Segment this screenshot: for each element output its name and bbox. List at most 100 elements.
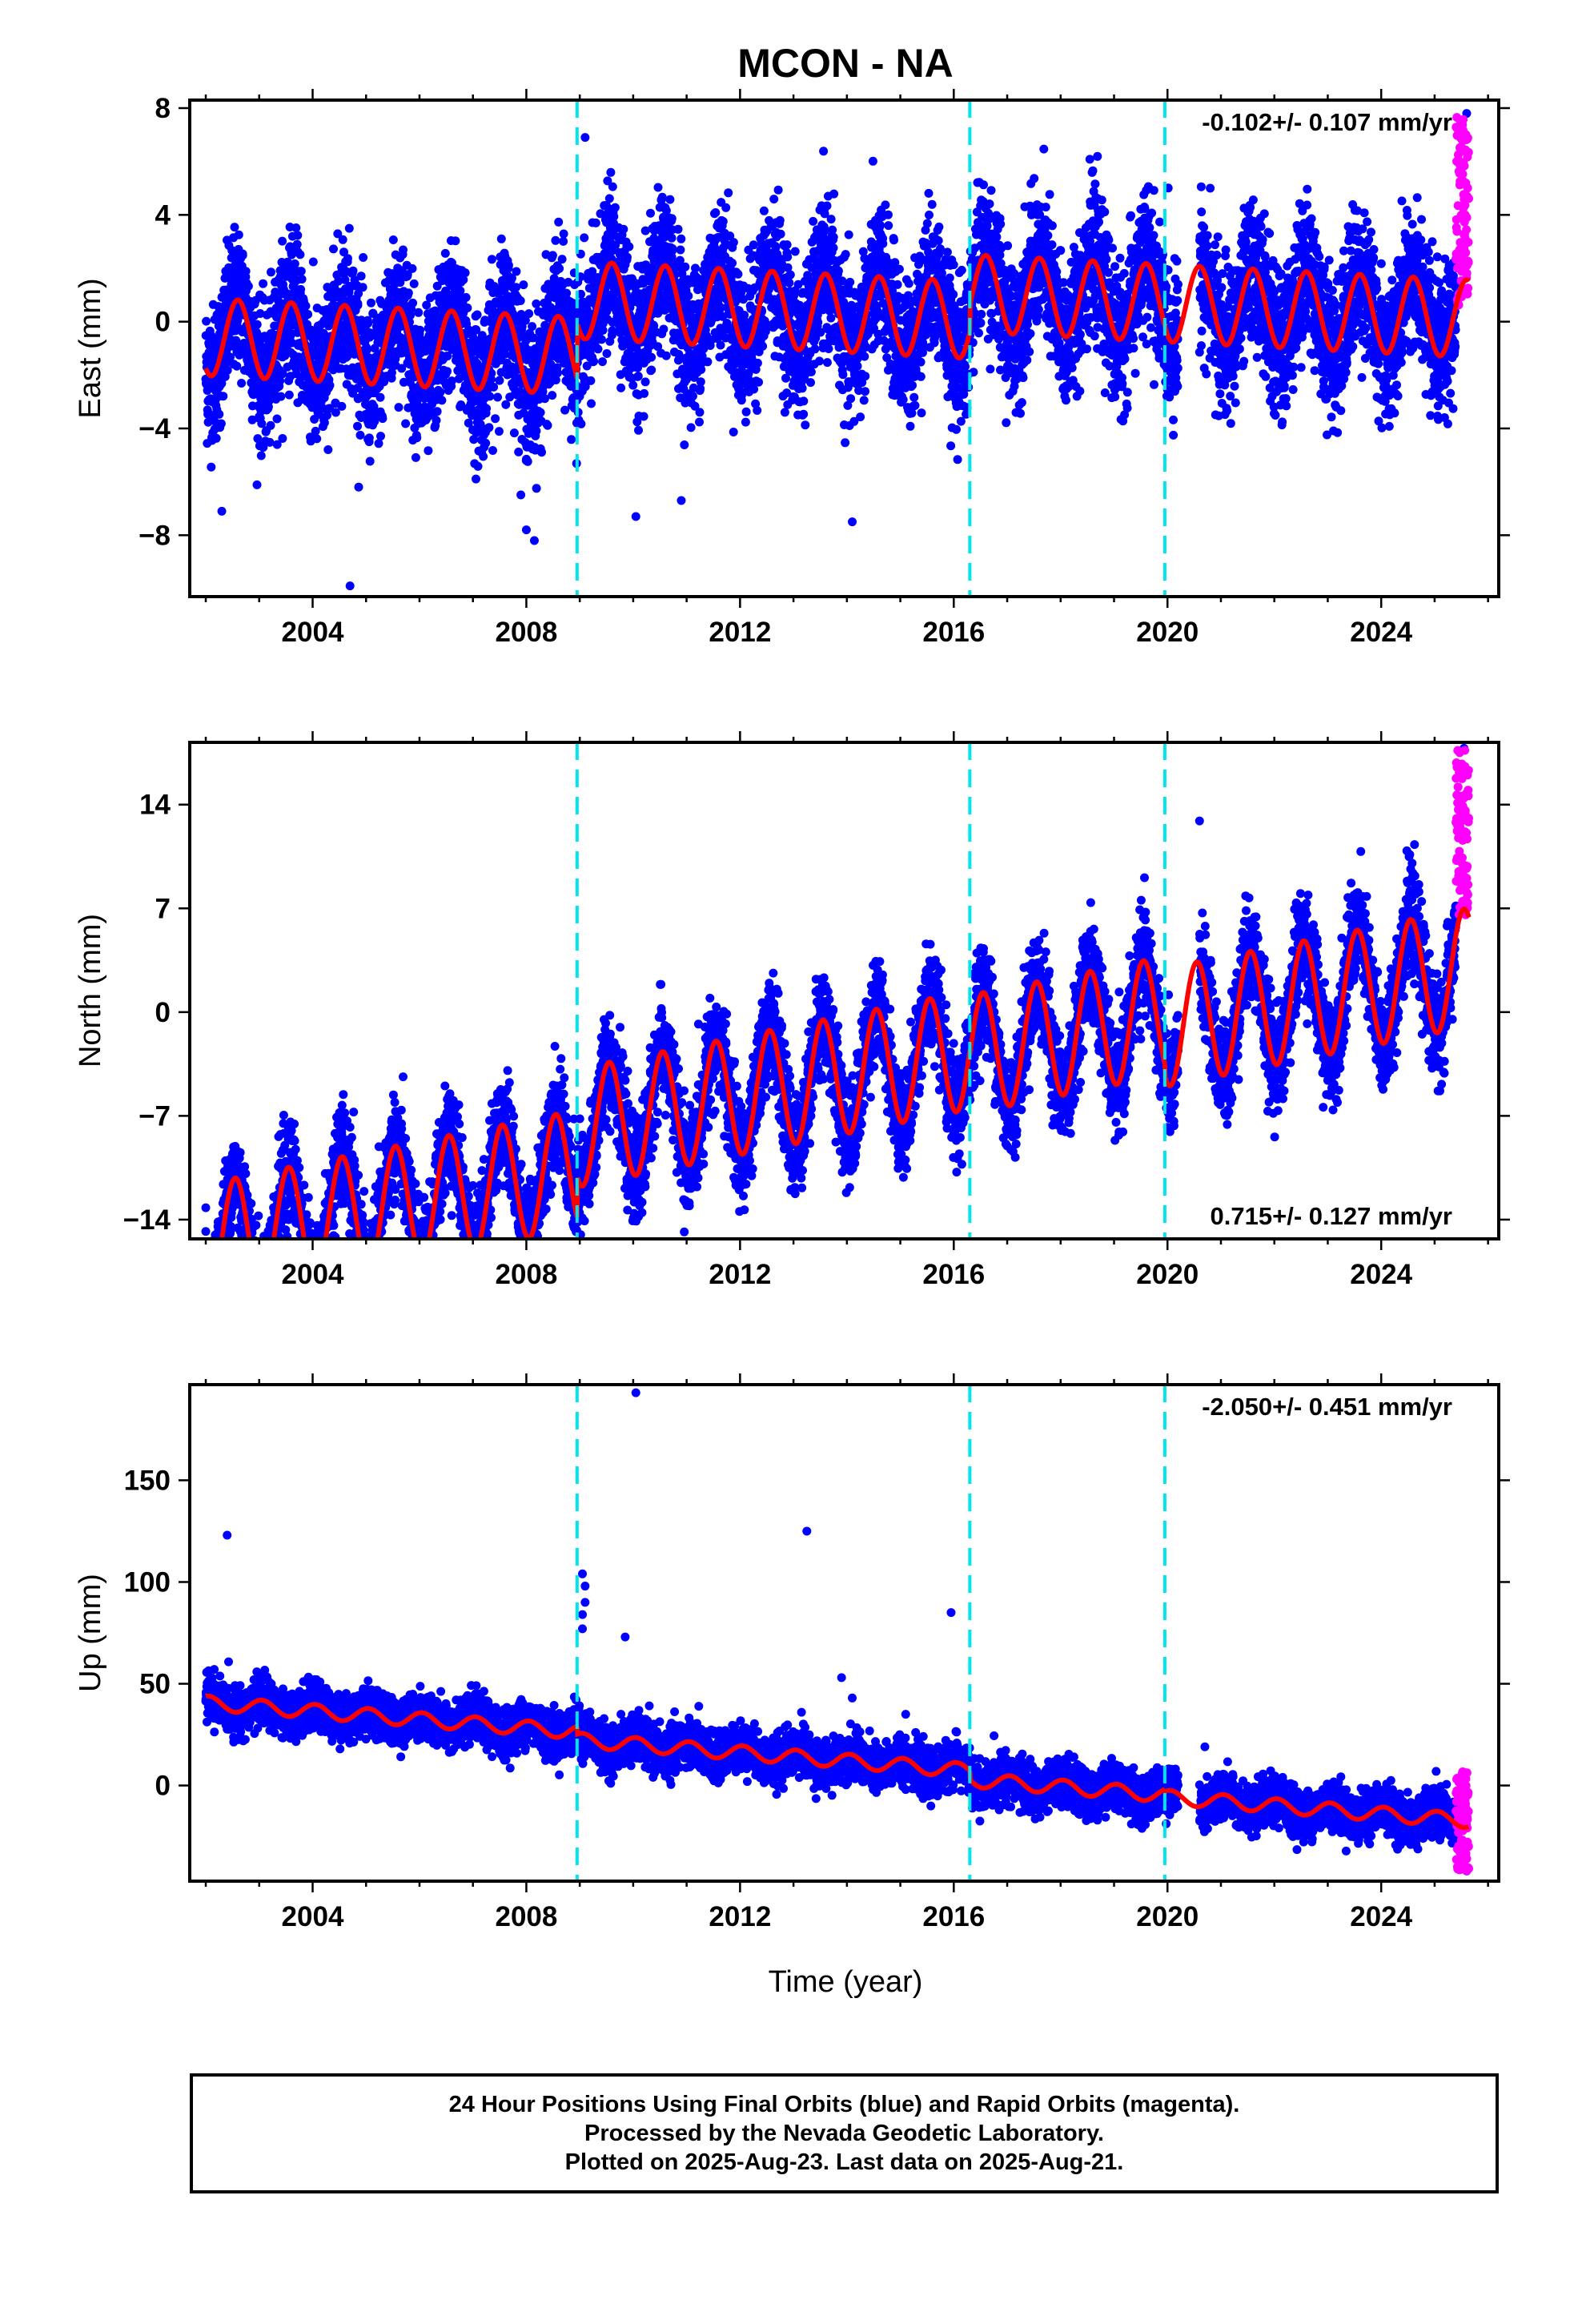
- final-orbit-point: [378, 414, 387, 424]
- final-orbit-point: [918, 348, 927, 357]
- final-orbit-point: [653, 183, 663, 192]
- final-orbit-point: [363, 319, 373, 328]
- final-orbit-point: [616, 383, 626, 392]
- final-orbit-point: [667, 233, 677, 243]
- final-orbit-point: [681, 262, 690, 271]
- final-orbit-point: [404, 288, 413, 298]
- final-orbit-point: [695, 417, 704, 427]
- final-orbit-point: [833, 266, 843, 275]
- final-orbit-point: [265, 437, 275, 447]
- final-orbit-point: [829, 232, 838, 242]
- final-orbit-point: [602, 349, 612, 358]
- final-orbit-point: [822, 358, 832, 368]
- final-orbit-point: [785, 278, 794, 287]
- final-orbit-point: [889, 235, 898, 245]
- final-orbit-point: [272, 440, 282, 449]
- final-orbit-point: [266, 420, 275, 430]
- final-orbit-point: [608, 326, 617, 336]
- final-orbit-point: [586, 376, 596, 385]
- final-orbit-point: [927, 199, 937, 209]
- final-orbit-point: [256, 451, 266, 460]
- final-orbit-point: [267, 267, 275, 277]
- final-orbit-points: [201, 109, 1473, 591]
- final-orbit-point: [554, 217, 564, 227]
- final-orbit-point: [432, 407, 442, 416]
- final-orbit-point: [301, 301, 311, 311]
- final-orbit-point: [238, 251, 247, 260]
- final-orbit-point: [278, 369, 287, 379]
- final-orbit-point: [472, 310, 482, 320]
- final-orbit-point: [883, 210, 893, 219]
- final-orbit-point: [608, 182, 617, 191]
- final-orbit-point: [661, 351, 671, 360]
- chart-title: MCON - NA: [737, 41, 953, 86]
- final-orbit-point: [753, 358, 762, 368]
- final-orbit-point: [809, 216, 818, 226]
- final-orbit-point: [829, 243, 838, 252]
- final-orbit-point: [619, 224, 628, 234]
- final-orbit-point: [259, 279, 268, 288]
- final-orbit-point: [647, 352, 656, 362]
- final-orbit-point: [308, 257, 318, 267]
- final-orbit-point: [388, 235, 398, 244]
- final-orbit-point: [749, 240, 758, 250]
- final-orbit-point: [925, 211, 934, 219]
- final-orbit-point: [230, 223, 239, 232]
- final-orbit-point: [904, 279, 913, 288]
- final-orbit-point: [567, 435, 576, 444]
- final-orbit-point: [414, 308, 424, 317]
- final-orbit-point: [801, 420, 810, 430]
- final-orbit-point: [207, 462, 216, 472]
- final-orbit-point: [677, 234, 686, 243]
- final-orbit-point: [243, 281, 253, 291]
- final-orbit-point: [278, 236, 287, 246]
- final-orbit-point: [799, 396, 809, 406]
- final-orbit-point: [741, 417, 750, 427]
- final-orbit-point: [646, 208, 655, 218]
- final-orbit-point: [374, 439, 383, 448]
- final-orbit-point: [856, 412, 865, 422]
- final-orbit-point: [878, 239, 888, 248]
- final-orbit-point: [472, 474, 480, 484]
- final-orbit-point: [283, 257, 292, 267]
- final-orbit-point: [754, 377, 763, 387]
- final-orbit-point: [456, 286, 465, 296]
- final-orbit-point: [696, 377, 705, 387]
- final-orbit-point: [408, 263, 417, 273]
- final-orbit-point: [785, 270, 795, 279]
- final-orbit-point: [776, 229, 785, 239]
- final-orbit-point: [509, 428, 519, 438]
- final-orbit-point: [634, 425, 643, 435]
- final-orbit-point: [860, 352, 869, 361]
- final-orbit-point: [311, 426, 320, 436]
- final-orbit-point: [598, 357, 607, 367]
- final-orbit-point: [868, 156, 877, 166]
- final-orbit-point: [759, 206, 769, 215]
- final-orbit-point: [234, 230, 243, 239]
- final-orbit-point: [364, 433, 374, 443]
- final-orbit-point: [394, 403, 404, 412]
- final-orbit-point: [271, 287, 280, 297]
- final-orbit-point: [916, 357, 926, 367]
- final-orbit-point: [512, 267, 521, 276]
- final-orbit-point: [337, 401, 347, 411]
- final-orbit-point: [548, 251, 557, 260]
- final-orbit-point: [253, 434, 263, 444]
- final-orbit-point: [353, 421, 362, 431]
- final-orbit-point: [688, 392, 697, 401]
- final-orbit-point: [487, 255, 496, 264]
- final-orbit-point: [721, 203, 731, 212]
- final-orbit-point: [769, 195, 779, 204]
- final-orbit-point: [329, 244, 338, 254]
- final-orbit-point: [775, 215, 785, 225]
- final-orbit-point: [481, 438, 491, 448]
- final-orbit-point: [884, 221, 893, 231]
- final-orbit-point: [460, 268, 470, 278]
- final-orbit-point: [353, 300, 363, 310]
- final-orbit-point: [813, 318, 823, 328]
- final-orbit-point: [559, 236, 568, 246]
- final-orbit-point: [255, 309, 265, 318]
- final-orbit-point: [424, 446, 433, 456]
- final-orbit-point: [917, 408, 926, 418]
